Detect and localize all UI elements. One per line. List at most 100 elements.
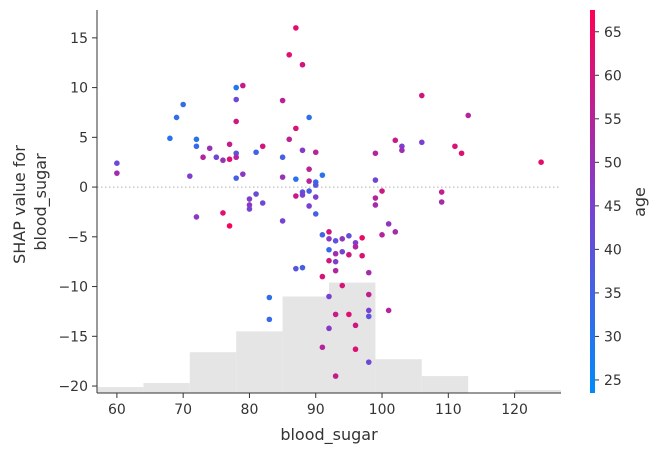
data-point	[226, 141, 233, 148]
colorbar-tick-label: 45	[604, 199, 622, 215]
data-point	[233, 96, 239, 103]
data-point	[319, 344, 326, 351]
data-point	[419, 139, 425, 146]
data-point	[339, 236, 346, 242]
data-point	[385, 221, 392, 227]
data-point	[326, 257, 332, 264]
data-point	[306, 166, 312, 172]
data-point	[279, 97, 286, 104]
data-point	[293, 193, 299, 199]
data-point	[326, 325, 332, 332]
data-point	[326, 246, 332, 253]
data-point	[226, 223, 233, 229]
data-point	[352, 243, 359, 250]
data-point	[326, 293, 332, 300]
data-point	[312, 149, 319, 156]
y-tick-label: −10	[58, 280, 88, 296]
data-point	[399, 143, 405, 150]
data-point	[246, 206, 253, 212]
data-point	[220, 157, 226, 164]
data-point	[419, 92, 425, 99]
x-tick-label: 100	[369, 402, 396, 418]
data-point	[352, 322, 359, 329]
x-tick-label: 70	[174, 402, 192, 418]
data-point	[379, 188, 385, 194]
histogram-bar	[97, 387, 144, 393]
data-point	[332, 311, 339, 318]
data-point	[293, 25, 299, 31]
data-point	[339, 282, 346, 289]
data-point	[312, 211, 319, 217]
data-point	[114, 170, 120, 176]
data-point	[372, 177, 379, 183]
data-point	[299, 61, 306, 68]
colorbar-gradient	[590, 10, 595, 393]
data-point	[279, 218, 286, 224]
data-point	[266, 294, 273, 301]
data-point	[259, 200, 266, 206]
data-point	[233, 154, 239, 161]
data-point	[114, 160, 120, 166]
data-point	[299, 147, 306, 154]
data-point	[193, 143, 200, 150]
y-tick-label: −15	[58, 329, 88, 345]
data-point	[359, 252, 365, 259]
data-point	[365, 291, 372, 298]
data-point	[233, 118, 239, 125]
data-point	[286, 136, 293, 143]
data-point	[193, 214, 200, 220]
y-tick-label: 0	[79, 180, 88, 196]
data-point	[326, 229, 332, 235]
data-point	[253, 149, 259, 156]
histogram-bar	[421, 376, 469, 393]
histogram-bar	[236, 331, 283, 393]
data-point	[438, 199, 445, 205]
colorbar-tick-label: 55	[604, 112, 622, 128]
data-point	[346, 251, 352, 258]
data-point	[352, 346, 359, 353]
colorbar-tick-label: 60	[604, 68, 622, 84]
histogram-bar	[143, 383, 190, 393]
data-point	[365, 307, 372, 314]
data-point	[538, 159, 544, 166]
data-point	[332, 267, 339, 274]
data-point	[200, 154, 206, 161]
data-point	[233, 175, 239, 181]
data-point	[385, 307, 392, 314]
y-axis-label-line-1: SHAP value for	[10, 145, 29, 264]
data-point	[312, 194, 319, 200]
x-tick-label: 60	[108, 402, 126, 418]
data-point	[259, 143, 266, 150]
data-point	[293, 125, 299, 132]
colorbar-tick-label: 25	[604, 373, 622, 389]
data-point	[306, 203, 312, 209]
x-tick-label: 120	[501, 402, 528, 418]
data-point	[372, 195, 379, 201]
data-point	[293, 265, 299, 272]
data-point	[372, 150, 379, 157]
data-point	[233, 84, 239, 91]
x-axis-label: blood_sugar	[280, 425, 378, 445]
data-point	[306, 114, 312, 121]
data-point	[180, 101, 186, 108]
data-point	[286, 51, 293, 58]
data-point	[365, 269, 372, 276]
data-point	[332, 250, 339, 257]
data-point	[240, 171, 246, 177]
data-point	[306, 188, 312, 194]
histogram-bar	[189, 352, 237, 393]
data-point	[246, 202, 253, 208]
y-tick-label: −5	[67, 230, 88, 246]
colorbar-tick-label: 50	[604, 155, 622, 171]
histogram-bar	[514, 390, 561, 393]
colorbar-tick-label: 40	[604, 242, 622, 258]
colorbar-tick-label: 30	[604, 329, 622, 345]
data-point	[372, 202, 379, 208]
data-point	[399, 147, 405, 154]
colorbar-ticks: 25 30 35 40 45 50 55 60 65	[595, 25, 622, 389]
data-point	[266, 316, 273, 323]
data-point	[352, 239, 359, 246]
y-axis-label: SHAP value for blood_sugar	[10, 140, 51, 264]
data-point	[359, 235, 365, 241]
